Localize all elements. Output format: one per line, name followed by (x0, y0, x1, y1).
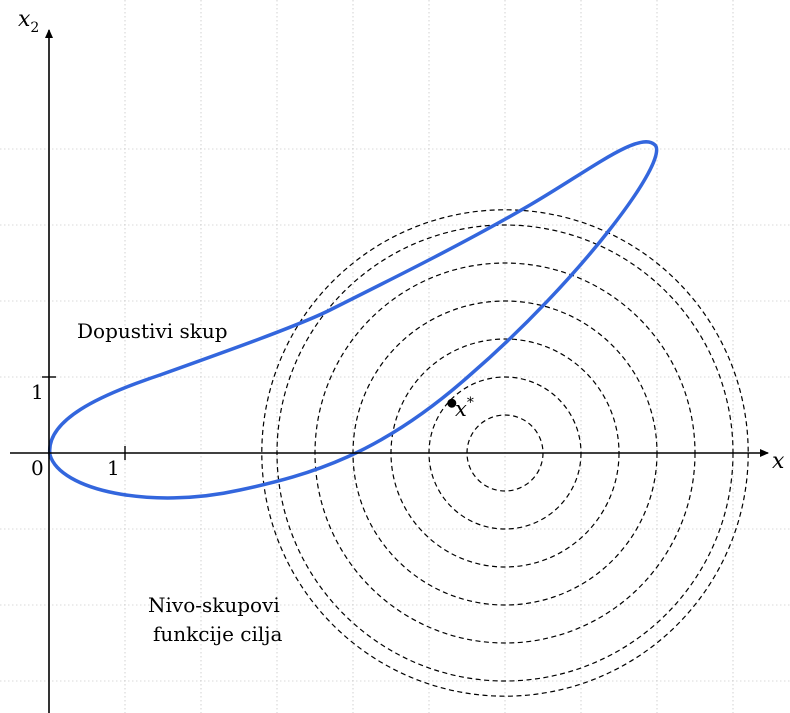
feasible-set-label: Dopustivi skup (77, 319, 228, 343)
y-tick-label: 1 (31, 380, 44, 404)
optimum-label: x* (455, 395, 474, 421)
level-sets-label-line1: Nivo-skupovi (148, 593, 280, 617)
y-axis-label: x2 (18, 7, 39, 36)
optimum-point (447, 398, 457, 408)
feasible-set-curve (48, 140, 659, 500)
level-sets-label-line2: funkcije cilja (153, 622, 282, 646)
origin-label: 0 (31, 456, 44, 480)
x-axis-label: x (772, 449, 785, 474)
x-tick-label: 1 (107, 456, 120, 480)
